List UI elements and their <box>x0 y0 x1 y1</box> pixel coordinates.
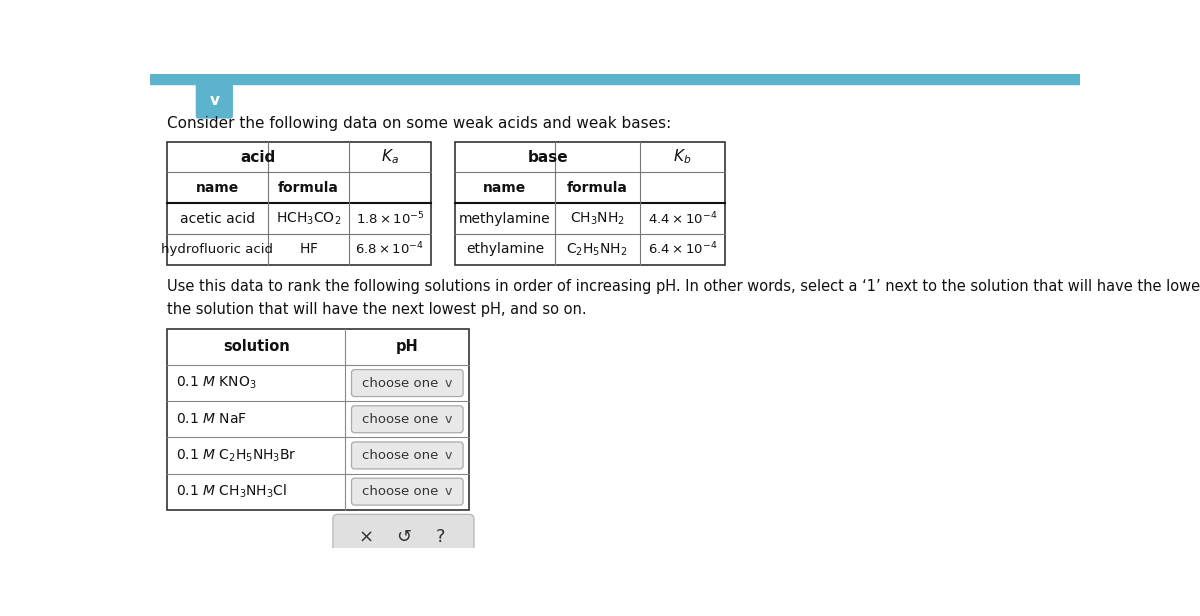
Text: choose one: choose one <box>362 485 439 498</box>
Text: 0.1 $M$ CH$_3$NH$_3$Cl: 0.1 $M$ CH$_3$NH$_3$Cl <box>176 483 287 500</box>
FancyBboxPatch shape <box>352 478 463 505</box>
Text: formula: formula <box>566 181 628 195</box>
Text: choose one: choose one <box>362 376 439 389</box>
Text: ↺: ↺ <box>396 529 410 546</box>
Text: $4.4 \times 10^{-4}$: $4.4 \times 10^{-4}$ <box>648 211 718 227</box>
Text: v: v <box>445 413 452 426</box>
Text: $K_b$: $K_b$ <box>673 148 691 166</box>
Text: methylamine: methylamine <box>460 212 551 225</box>
Text: base: base <box>527 150 568 164</box>
Bar <box>167 329 469 509</box>
Text: $\mathregular{HF}$: $\mathregular{HF}$ <box>299 243 318 256</box>
Text: name: name <box>484 181 527 195</box>
Bar <box>150 74 1080 84</box>
Text: acetic acid: acetic acid <box>180 212 254 225</box>
Text: $K_a$: $K_a$ <box>380 148 398 166</box>
Text: Use this data to rank the following solutions in order of increasing pH. In othe: Use this data to rank the following solu… <box>167 278 1200 294</box>
Text: ?: ? <box>436 529 445 546</box>
Text: $\mathregular{CH_3NH_2}$: $\mathregular{CH_3NH_2}$ <box>570 211 625 227</box>
Text: 0.1 $M$ C$_2$H$_5$NH$_3$Br: 0.1 $M$ C$_2$H$_5$NH$_3$Br <box>176 447 298 464</box>
FancyBboxPatch shape <box>352 442 463 469</box>
Bar <box>455 142 725 265</box>
Text: 0.1 $M$ NaF: 0.1 $M$ NaF <box>176 412 247 426</box>
Text: ×: × <box>359 529 374 546</box>
Text: choose one: choose one <box>362 413 439 426</box>
Text: v: v <box>445 485 452 498</box>
Text: pH: pH <box>396 339 419 354</box>
FancyBboxPatch shape <box>332 514 474 561</box>
Text: $\mathregular{C_2H_5NH_2}$: $\mathregular{C_2H_5NH_2}$ <box>566 241 628 257</box>
Bar <box>167 142 431 265</box>
Text: hydrofluoric acid: hydrofluoric acid <box>162 243 274 256</box>
Text: name: name <box>196 181 239 195</box>
FancyBboxPatch shape <box>196 81 233 118</box>
FancyBboxPatch shape <box>352 370 463 397</box>
Text: v: v <box>445 376 452 389</box>
FancyBboxPatch shape <box>352 406 463 432</box>
Text: $1.8 \times 10^{-5}$: $1.8 \times 10^{-5}$ <box>355 211 425 227</box>
Text: $\mathregular{HCH_3CO_2}$: $\mathregular{HCH_3CO_2}$ <box>276 211 341 227</box>
Text: the solution that will have the next lowest pH, and so on.: the solution that will have the next low… <box>167 302 587 317</box>
Text: $6.4 \times 10^{-4}$: $6.4 \times 10^{-4}$ <box>648 241 718 257</box>
Text: $6.8 \times 10^{-4}$: $6.8 \times 10^{-4}$ <box>355 241 425 257</box>
Text: v: v <box>445 449 452 462</box>
Text: ethylamine: ethylamine <box>466 243 544 256</box>
Text: solution: solution <box>223 339 289 354</box>
Text: Consider the following data on some weak acids and weak bases:: Consider the following data on some weak… <box>167 116 671 131</box>
Text: formula: formula <box>278 181 338 195</box>
Text: 0.1 $M$ KNO$_3$: 0.1 $M$ KNO$_3$ <box>176 375 257 391</box>
Text: v: v <box>209 92 220 108</box>
Text: choose one: choose one <box>362 449 439 462</box>
Text: acid: acid <box>240 150 276 164</box>
